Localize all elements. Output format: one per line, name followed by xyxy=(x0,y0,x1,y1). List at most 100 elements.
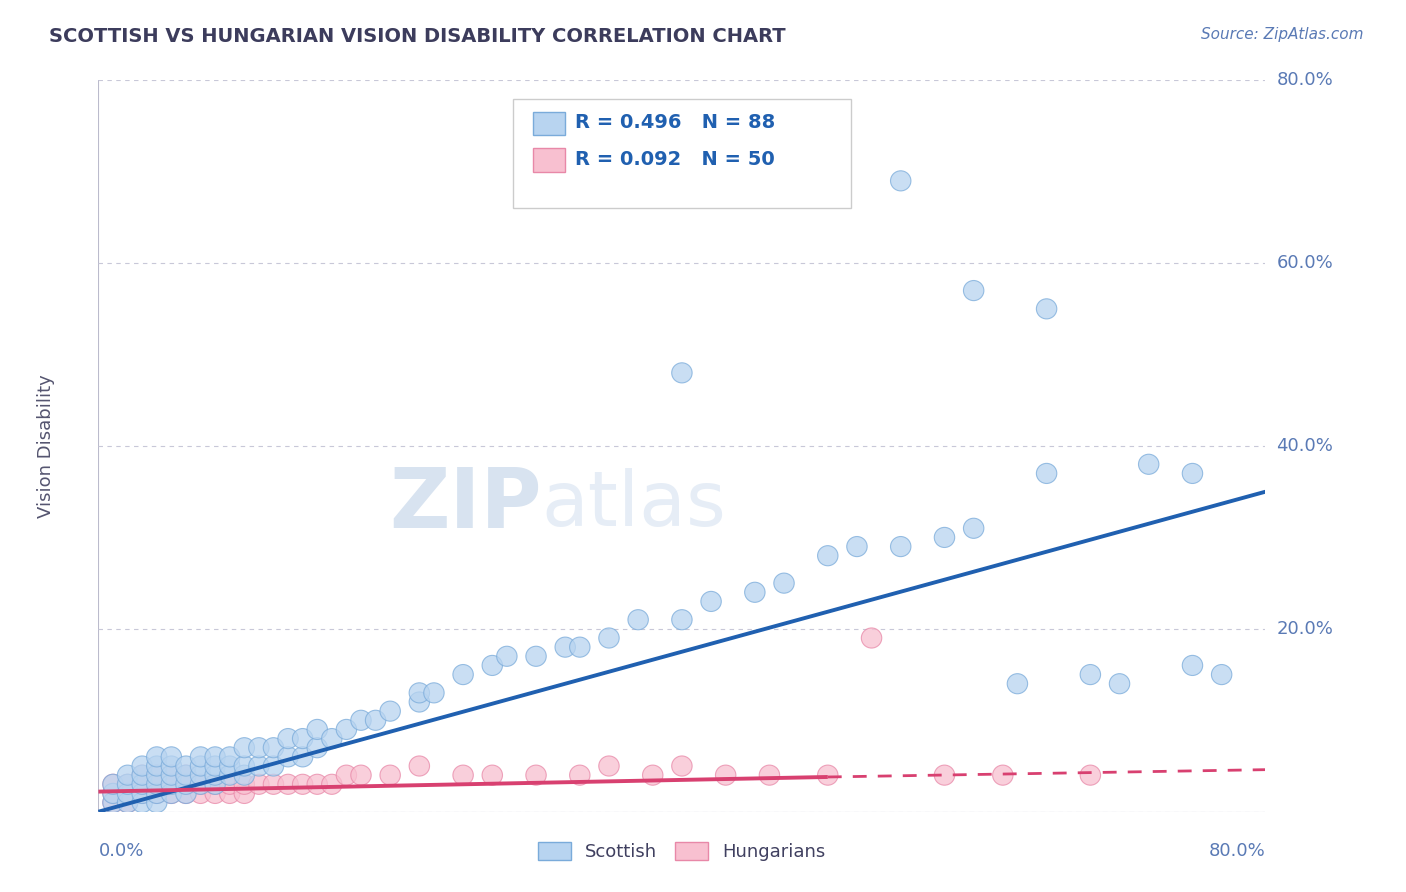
Ellipse shape xyxy=(1212,665,1232,685)
Ellipse shape xyxy=(453,765,474,785)
Ellipse shape xyxy=(219,765,240,785)
Ellipse shape xyxy=(190,765,211,785)
Ellipse shape xyxy=(146,792,167,813)
Ellipse shape xyxy=(555,637,575,657)
Ellipse shape xyxy=(1139,454,1159,475)
Ellipse shape xyxy=(146,747,167,767)
Ellipse shape xyxy=(1080,665,1101,685)
Ellipse shape xyxy=(526,646,547,666)
Ellipse shape xyxy=(1036,299,1057,319)
FancyBboxPatch shape xyxy=(533,148,565,171)
Ellipse shape xyxy=(117,765,138,785)
Ellipse shape xyxy=(380,701,401,722)
Ellipse shape xyxy=(643,765,664,785)
Ellipse shape xyxy=(162,756,181,776)
Ellipse shape xyxy=(205,783,225,804)
Ellipse shape xyxy=(190,783,211,804)
Ellipse shape xyxy=(190,774,211,795)
Ellipse shape xyxy=(482,765,502,785)
Ellipse shape xyxy=(292,774,314,795)
Ellipse shape xyxy=(963,518,984,539)
Ellipse shape xyxy=(190,756,211,776)
Ellipse shape xyxy=(132,765,152,785)
Ellipse shape xyxy=(117,792,138,813)
Ellipse shape xyxy=(423,682,444,703)
Ellipse shape xyxy=(103,774,124,795)
Ellipse shape xyxy=(366,710,385,731)
Text: Source: ZipAtlas.com: Source: ZipAtlas.com xyxy=(1201,27,1364,42)
Ellipse shape xyxy=(307,774,328,795)
Text: R = 0.092   N = 50: R = 0.092 N = 50 xyxy=(575,150,775,169)
Ellipse shape xyxy=(350,710,371,731)
Ellipse shape xyxy=(176,765,197,785)
Ellipse shape xyxy=(146,774,167,795)
Ellipse shape xyxy=(233,783,254,804)
Ellipse shape xyxy=(117,774,138,795)
Ellipse shape xyxy=(103,783,124,804)
Ellipse shape xyxy=(453,665,474,685)
Ellipse shape xyxy=(205,774,225,795)
Ellipse shape xyxy=(146,783,167,804)
Ellipse shape xyxy=(146,756,167,776)
Ellipse shape xyxy=(890,170,911,191)
Text: Vision Disability: Vision Disability xyxy=(37,374,55,518)
Ellipse shape xyxy=(132,765,152,785)
Ellipse shape xyxy=(350,765,371,785)
Ellipse shape xyxy=(482,656,502,675)
Ellipse shape xyxy=(233,765,254,785)
Text: SCOTTISH VS HUNGARIAN VISION DISABILITY CORRELATION CHART: SCOTTISH VS HUNGARIAN VISION DISABILITY … xyxy=(49,27,786,45)
Ellipse shape xyxy=(1182,656,1202,675)
Ellipse shape xyxy=(176,783,197,804)
Ellipse shape xyxy=(409,756,430,776)
Ellipse shape xyxy=(846,536,868,557)
Ellipse shape xyxy=(219,747,240,767)
Ellipse shape xyxy=(409,682,430,703)
Ellipse shape xyxy=(233,774,254,795)
Ellipse shape xyxy=(322,729,342,748)
Ellipse shape xyxy=(190,747,211,767)
Ellipse shape xyxy=(103,792,124,813)
Text: 60.0%: 60.0% xyxy=(1277,254,1333,272)
Ellipse shape xyxy=(190,774,211,795)
Ellipse shape xyxy=(132,792,152,813)
Ellipse shape xyxy=(162,774,181,795)
Ellipse shape xyxy=(526,765,547,785)
Ellipse shape xyxy=(1036,463,1057,483)
Ellipse shape xyxy=(672,609,692,630)
Ellipse shape xyxy=(103,783,124,804)
Ellipse shape xyxy=(162,765,181,785)
Ellipse shape xyxy=(700,591,721,612)
Ellipse shape xyxy=(263,774,284,795)
Ellipse shape xyxy=(817,765,838,785)
Ellipse shape xyxy=(745,582,765,602)
Ellipse shape xyxy=(162,747,181,767)
Ellipse shape xyxy=(496,646,517,666)
Ellipse shape xyxy=(162,783,181,804)
Ellipse shape xyxy=(890,536,911,557)
Ellipse shape xyxy=(773,573,794,593)
Ellipse shape xyxy=(132,756,152,776)
Ellipse shape xyxy=(1109,673,1130,694)
Text: 80.0%: 80.0% xyxy=(1209,842,1265,860)
Ellipse shape xyxy=(146,774,167,795)
Ellipse shape xyxy=(219,774,240,795)
Ellipse shape xyxy=(103,792,124,813)
Ellipse shape xyxy=(162,765,181,785)
Ellipse shape xyxy=(233,756,254,776)
Ellipse shape xyxy=(263,756,284,776)
Ellipse shape xyxy=(934,765,955,785)
Ellipse shape xyxy=(1007,673,1028,694)
Ellipse shape xyxy=(817,546,838,566)
Ellipse shape xyxy=(162,783,181,804)
Text: 0.0%: 0.0% xyxy=(98,842,143,860)
Legend: Scottish, Hungarians: Scottish, Hungarians xyxy=(531,835,832,869)
Ellipse shape xyxy=(117,783,138,804)
Ellipse shape xyxy=(336,719,357,739)
Ellipse shape xyxy=(176,774,197,795)
Ellipse shape xyxy=(569,637,591,657)
Ellipse shape xyxy=(249,738,269,758)
Ellipse shape xyxy=(249,774,269,795)
Ellipse shape xyxy=(176,765,197,785)
Ellipse shape xyxy=(278,774,298,795)
Ellipse shape xyxy=(278,729,298,748)
